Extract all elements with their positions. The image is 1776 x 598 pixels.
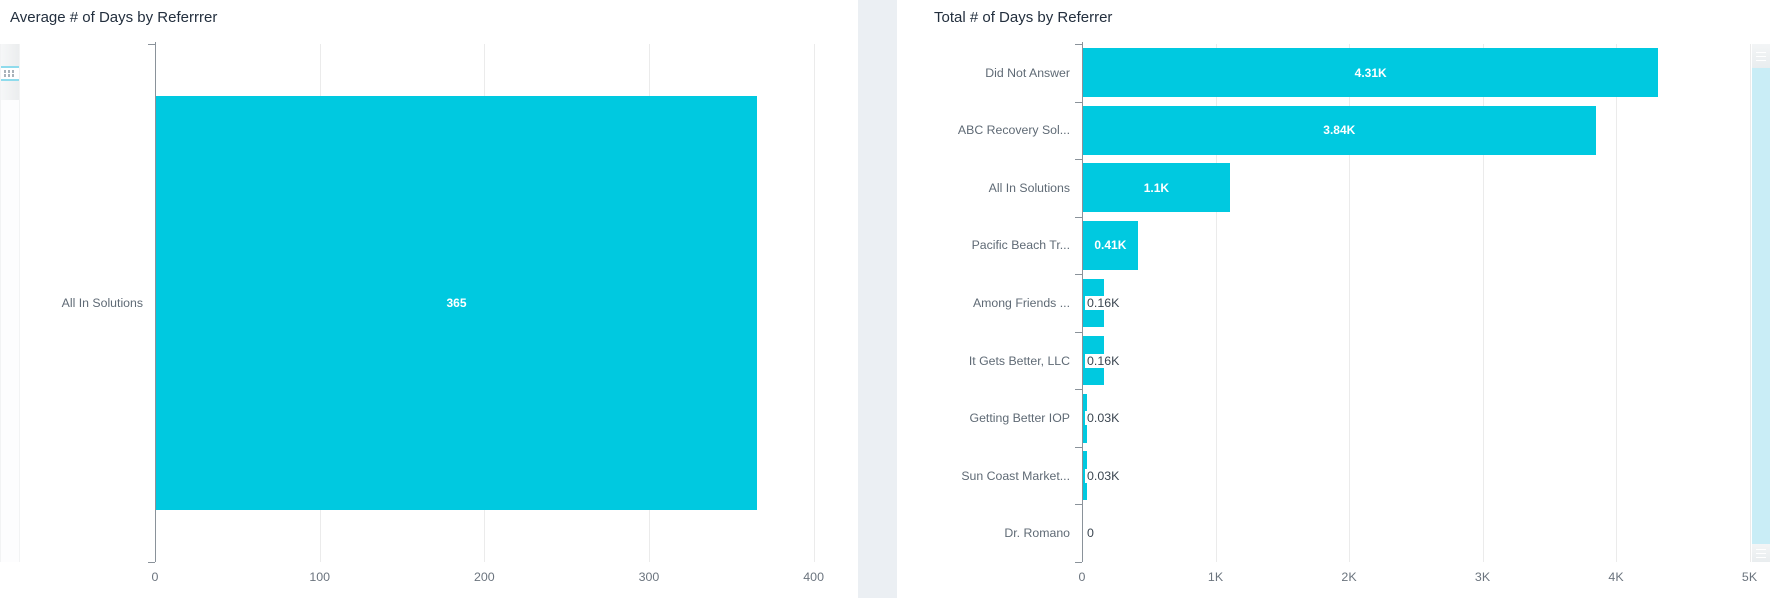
gridline xyxy=(1215,44,1217,562)
category-label: All In Solutions xyxy=(988,180,1070,195)
value-label: 0.03K xyxy=(1085,468,1122,483)
chart-panel-total-days: Total # of Days by Referrer Did Not Answ… xyxy=(897,0,1776,598)
x-axis-tick-label: 0 xyxy=(151,570,159,584)
y-axis-tick xyxy=(1075,159,1082,161)
grip-dots-icon xyxy=(4,69,16,73)
value-label: 365 xyxy=(446,296,467,310)
gridline xyxy=(1349,44,1350,562)
scrollbar-thumb[interactable] xyxy=(1,44,19,100)
x-axis-tick-label: 100 xyxy=(309,570,330,584)
grip-lines-icon xyxy=(1756,548,1766,558)
gridline xyxy=(1616,44,1617,562)
y-axis-tick xyxy=(1075,216,1082,218)
vertical-scrollbar-track xyxy=(1752,44,1770,562)
scrollbar-top-handle[interactable] xyxy=(1752,44,1770,68)
plot-area-total-days: Did Not Answer 4.31K ABC Recovery Sol... 3.… xyxy=(897,0,1776,598)
y-axis-tick xyxy=(1075,331,1082,333)
category-label: It Gets Better, LLC xyxy=(968,353,1070,368)
y-axis-line xyxy=(155,42,156,562)
x-axis-tick-label: 200 xyxy=(473,570,495,584)
value-label: 4.31K xyxy=(1354,65,1387,80)
gridline xyxy=(1749,44,1751,562)
plot-area-average-days: All In Solutions 365 0 100 200 300 400 xyxy=(0,0,858,598)
category-label: ABC Recovery Sol... xyxy=(957,123,1070,138)
vertical-scrollbar-track xyxy=(0,44,20,562)
y-axis-tick xyxy=(1075,274,1082,276)
x-axis-tick-label: 0 xyxy=(1078,570,1086,584)
y-axis-tick xyxy=(148,44,155,45)
grip-dots-icon xyxy=(4,74,16,78)
y-axis-tick xyxy=(1075,504,1082,506)
bar-All In Solutions[interactable] xyxy=(1083,163,1230,213)
chart-title-total-days: Total # of Days by Referrer xyxy=(934,9,1113,26)
value-label: 1.1K xyxy=(1143,180,1170,195)
x-axis-tick-label: 300 xyxy=(638,570,660,584)
bar-ABC Recovery Sol...[interactable] xyxy=(1083,105,1596,155)
x-axis-tick-label: 5K xyxy=(1741,570,1758,584)
value-label: 0 xyxy=(1085,526,1096,541)
x-axis-tick-label: 2K xyxy=(1341,570,1357,584)
y-axis-tick xyxy=(1075,562,1082,563)
category-label: Getting Better IOP xyxy=(969,411,1070,426)
bar-Did Not Answer[interactable] xyxy=(1083,48,1659,98)
scrollbar-grip-handle[interactable] xyxy=(1,66,19,81)
chart-title-average-days: Average # of Days by Referrrer xyxy=(10,9,218,26)
gridline xyxy=(813,44,815,562)
panel-gutter xyxy=(858,0,897,598)
category-label: Sun Coast Market... xyxy=(961,468,1070,483)
x-axis-tick-label: 3K xyxy=(1474,570,1491,584)
value-label: 0.16K xyxy=(1085,296,1122,310)
y-axis-line xyxy=(1082,42,1083,562)
value-label: 0.41K xyxy=(1094,238,1127,253)
value-label: 0.16K xyxy=(1085,353,1122,368)
gridline xyxy=(1482,44,1484,562)
y-axis-tick xyxy=(1075,101,1082,103)
category-label: All In Solutions xyxy=(61,296,143,310)
x-axis-tick-label: 4K xyxy=(1608,570,1624,584)
grip-lines-icon xyxy=(1756,51,1766,61)
category-label: Dr. Romano xyxy=(1004,526,1070,541)
bar-Pacific Beach Tr...[interactable] xyxy=(1083,220,1138,270)
x-axis-tick-label: 1K xyxy=(1207,570,1224,584)
y-axis-tick xyxy=(1075,389,1082,391)
bar-All In Solutions[interactable] xyxy=(156,95,757,511)
chart-panel-average-days: Average # of Days by Referrrer All In So… xyxy=(0,0,858,598)
scrollbar-range-fill[interactable] xyxy=(1752,68,1770,544)
x-axis-tick-label: 400 xyxy=(803,570,824,584)
scrollbar-bottom-handle[interactable] xyxy=(1752,544,1770,562)
category-label: Among Friends ... xyxy=(972,296,1070,310)
value-label: 3.84K xyxy=(1323,123,1356,138)
category-label: Pacific Beach Tr... xyxy=(971,238,1070,253)
category-label: Did Not Answer xyxy=(985,65,1070,80)
y-axis-tick xyxy=(1075,446,1082,448)
value-label: 0.03K xyxy=(1085,411,1122,426)
y-axis-tick xyxy=(1075,44,1082,45)
y-axis-tick xyxy=(148,562,155,563)
